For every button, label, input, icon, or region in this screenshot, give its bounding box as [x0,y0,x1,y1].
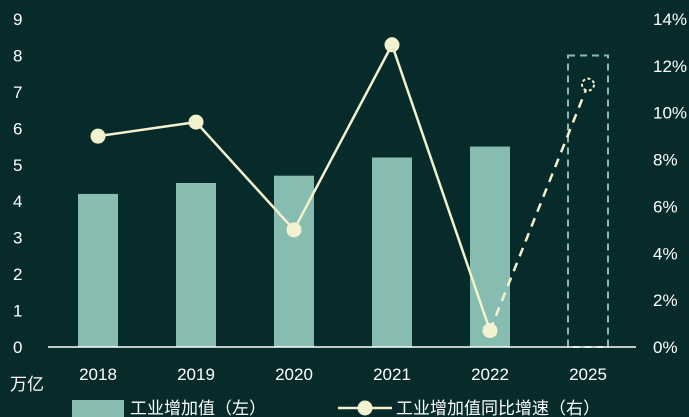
growth-line-projected [488,84,590,332]
projection-dashed-box [567,54,609,348]
right-tick-label: 6% [653,197,678,216]
left-tick-label: 6 [13,119,22,138]
line-point [188,114,204,130]
right-tick-label: 10% [653,104,687,123]
left-tick-label: 4 [13,192,22,211]
projected-point [581,77,595,92]
left-tick-label: 1 [13,302,22,321]
bar [470,146,510,347]
left-tick-label: 5 [13,156,22,175]
bar [176,183,216,347]
right-tick-label: 8% [653,151,678,170]
legend-line-label: 工业增加值同比增速（右） [396,399,600,417]
legend-bar-swatch [72,400,124,417]
left-tick-label: 9 [13,10,22,29]
left-tick-label: 8 [13,46,22,65]
line-point [482,323,498,339]
x-tick-label: 2018 [79,365,117,384]
bar-series [78,146,510,347]
x-tick-label: 2022 [471,365,509,384]
legend: 工业增加值（左） 工业增加值同比增速（右） [72,399,600,417]
right-tick-label: 0% [653,338,678,357]
right-tick-label: 4% [653,244,678,263]
bar [78,193,118,347]
left-axis-ticks: 0 1 2 3 4 5 6 7 8 9 [13,10,22,357]
projection-box [567,54,609,348]
line-point [384,37,400,53]
line-series [90,37,595,339]
right-tick-label: 12% [653,57,687,76]
line-point [90,128,106,144]
x-tick-label: 2020 [275,365,313,384]
line-point [286,222,302,238]
left-axis-unit: 万亿 [10,375,44,394]
left-tick-label: 7 [13,83,22,102]
x-tick-label: 2025 [569,365,607,384]
legend-line-marker [357,400,373,416]
legend-bar-label: 工业增加值（左） [130,399,266,417]
left-tick-label: 3 [13,229,22,248]
right-tick-label: 2% [653,291,678,310]
x-tick-label: 2021 [373,365,411,384]
right-tick-label: 14% [653,10,687,29]
left-tick-label: 0 [13,338,22,357]
bar [372,157,412,347]
x-axis-ticks: 2018 2019 2020 2021 2022 2025 [79,365,607,384]
x-tick-label: 2019 [177,365,215,384]
left-tick-label: 2 [13,265,22,284]
right-axis-ticks: 0% 2% 4% 6% 8% 10% 12% 14% [653,10,687,357]
